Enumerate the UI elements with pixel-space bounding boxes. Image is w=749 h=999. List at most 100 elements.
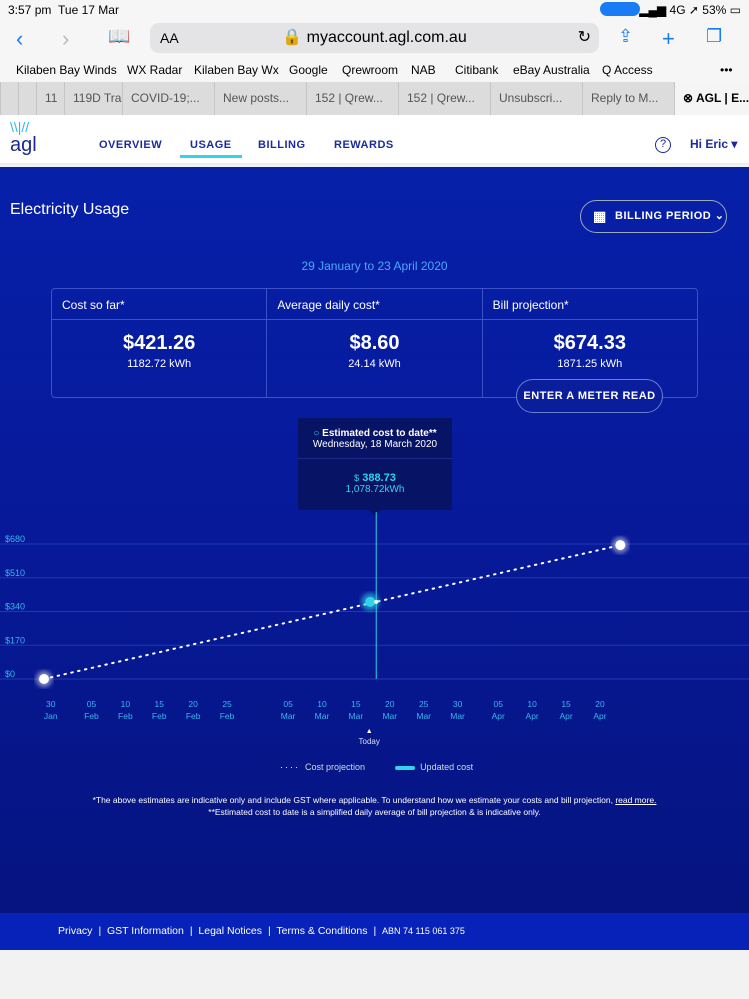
x-tick-month: Feb — [84, 711, 99, 721]
x-tick-month: Feb — [118, 711, 133, 721]
footer-gst[interactable]: GST Information — [107, 925, 184, 937]
user-menu[interactable]: Hi Eric ▾ — [690, 137, 738, 151]
bookmark[interactable]: eBay Australia — [513, 63, 590, 77]
x-tick-month: Mar — [382, 711, 397, 721]
calendar-icon: ▦ — [593, 208, 607, 224]
x-tick-day: 05 — [87, 699, 97, 709]
tooltip-kwh: 1,078.72kWh — [345, 484, 405, 495]
screen-mirroring-icon — [600, 2, 640, 16]
x-tick-day: 10 — [317, 699, 327, 709]
today-point — [374, 599, 379, 604]
browser-tab[interactable]: Unsubscri... — [490, 82, 582, 115]
bookmark[interactable]: Kilaben Bay Winds — [16, 63, 117, 77]
bookmark[interactable]: Kilaben Bay Wx — [194, 63, 279, 77]
bookmark[interactable]: Qrewroom — [342, 63, 399, 77]
x-tick-day: 15 — [155, 699, 165, 709]
battery: 53% — [702, 3, 727, 17]
x-tick-month: Mar — [349, 711, 364, 721]
bookmarks-bar: Kilaben Bay Winds WX Radar Kilaben Bay Wx G… — [0, 58, 749, 82]
read-more-link[interactable]: read more. — [615, 795, 657, 805]
y-tick-label: $0 — [5, 669, 15, 679]
signal-icon: ▂▄▆ — [639, 3, 667, 17]
network: 4G — [669, 3, 686, 17]
x-tick-month: Jan — [44, 711, 58, 721]
browser-tab[interactable]: 11 — [36, 82, 64, 115]
close-tab-icon[interactable]: ⊗ — [683, 91, 696, 105]
footer-terms[interactable]: Terms & Conditions — [276, 925, 368, 937]
bookmark[interactable]: WX Radar — [127, 63, 183, 77]
bookmark[interactable]: Google — [289, 63, 328, 77]
browser-toolbar: ‹ › 📖 AA 🔒 myaccount.agl.com.au ↻ ⇪ + ❐ — [0, 20, 749, 58]
browser-tab[interactable]: COVID-19;... — [122, 82, 214, 115]
tab-bar: 11 119D Tra COVID-19;... New posts... 152 | … — [0, 82, 749, 115]
footer-privacy[interactable]: Privacy — [58, 925, 93, 937]
help-icon[interactable]: ? — [655, 137, 671, 153]
billing-period-button[interactable]: ▦ BILLING PERIOD ⌄ — [580, 200, 727, 233]
x-tick-day: 20 — [595, 699, 605, 709]
x-tick-day: 20 — [188, 699, 198, 709]
projection-line — [43, 544, 622, 680]
x-tick-month: Feb — [186, 711, 201, 721]
cost-so-far-card: Cost so far* $421.26 1182.72 kWh — [52, 289, 268, 397]
agl-logo[interactable]: \\|//agl — [10, 119, 37, 156]
browser-tab[interactable]: 152 | Qrew... — [398, 82, 490, 115]
status-bar: 3:57 pm Tue 17 Mar ▂▄▆ 4G ➚ 53% ▭ — [0, 0, 749, 20]
footer-legal[interactable]: Legal Notices — [198, 925, 263, 937]
time: 3:57 pm — [8, 3, 52, 17]
x-tick-month: Mar — [281, 711, 296, 721]
x-tick-month: Mar — [450, 711, 465, 721]
x-tick-month: Apr — [593, 711, 606, 721]
date: Tue 17 Mar — [58, 3, 119, 17]
legend-projection: ···· Cost projection — [280, 762, 366, 772]
nav-billing[interactable]: BILLING — [258, 139, 306, 151]
abn: ABN 74 115 061 375 — [382, 926, 465, 936]
cost-chart[interactable]: $0 $170 $340 $510 $680 30 Jan 05 Feb 10 Feb 15 Feb 20… — [0, 512, 749, 752]
bookmarks-icon[interactable]: 📖 — [108, 26, 131, 46]
reload-icon[interactable]: ↻ — [577, 29, 591, 46]
nav-usage[interactable]: USAGE — [180, 139, 242, 158]
disclaimer: *The above estimates are indicative only… — [92, 795, 657, 817]
share-icon[interactable]: ⇪ — [618, 26, 634, 46]
browser-tab[interactable]: Reply to M... — [582, 82, 674, 115]
nav-overview[interactable]: OVERVIEW — [99, 139, 163, 151]
enter-meter-read-button[interactable]: ENTER A METER READ — [516, 379, 663, 413]
tooltip-cost: 388.73 — [362, 472, 396, 484]
browser-tab[interactable]: ⊗ AGL | E... — [674, 82, 749, 115]
today-label: Today — [359, 737, 380, 746]
average-daily-cost-card: Average daily cost* $8.60 24.14 kWh — [267, 289, 483, 397]
updated-cost-marker — [365, 596, 376, 607]
x-tick-day: 10 — [527, 699, 537, 709]
new-tab-icon[interactable]: + — [662, 26, 675, 51]
forward-icon[interactable]: › — [62, 26, 70, 51]
bookmark[interactable]: Q Access — [602, 63, 653, 77]
back-icon[interactable]: ‹ — [16, 26, 24, 51]
bookmark[interactable]: NAB — [411, 63, 436, 77]
endpoint-marker — [39, 674, 49, 684]
usage-panel: Electricity Usage ▦ BILLING PERIOD ⌄ 29 J… — [0, 167, 749, 913]
x-tick-day: 05 — [494, 699, 504, 709]
browser-tab[interactable]: New posts... — [214, 82, 306, 115]
x-tick-month: Apr — [492, 711, 505, 721]
x-tick-day: 30 — [453, 699, 463, 709]
x-tick-month: Mar — [315, 711, 330, 721]
tabs-icon[interactable]: ❐ — [706, 26, 723, 46]
address-bar[interactable]: AA 🔒 myaccount.agl.com.au ↻ — [150, 23, 599, 53]
tooltip-date: Wednesday, 18 March 2020 — [312, 439, 438, 450]
x-tick-day: 15 — [561, 699, 571, 709]
bill-projection-card: Bill projection* $674.33 1871.25 kWh — [482, 289, 697, 397]
browser-tab[interactable]: 152 | Qrew... — [306, 82, 398, 115]
y-tick-label: $680 — [5, 534, 25, 544]
more-icon[interactable]: ••• — [720, 63, 733, 77]
bookmark[interactable]: Citibank — [455, 63, 499, 77]
x-tick-day: 05 — [283, 699, 293, 709]
nav-rewards[interactable]: REWARDS — [334, 139, 394, 151]
x-tick-day: 25 — [222, 699, 232, 709]
browser-tab[interactable]: 119D Tra — [64, 82, 122, 115]
y-tick-label: $510 — [5, 568, 25, 578]
x-tick-day: 20 — [385, 699, 395, 709]
date-range: 29 January to 23 April 2020 — [301, 259, 448, 273]
x-tick-day: 30 — [46, 699, 56, 709]
summary-cards: Cost so far* $421.26 1182.72 kWh Average d… — [51, 288, 698, 398]
x-tick-month: Feb — [152, 711, 167, 721]
text-size-button[interactable]: AA — [160, 30, 179, 46]
